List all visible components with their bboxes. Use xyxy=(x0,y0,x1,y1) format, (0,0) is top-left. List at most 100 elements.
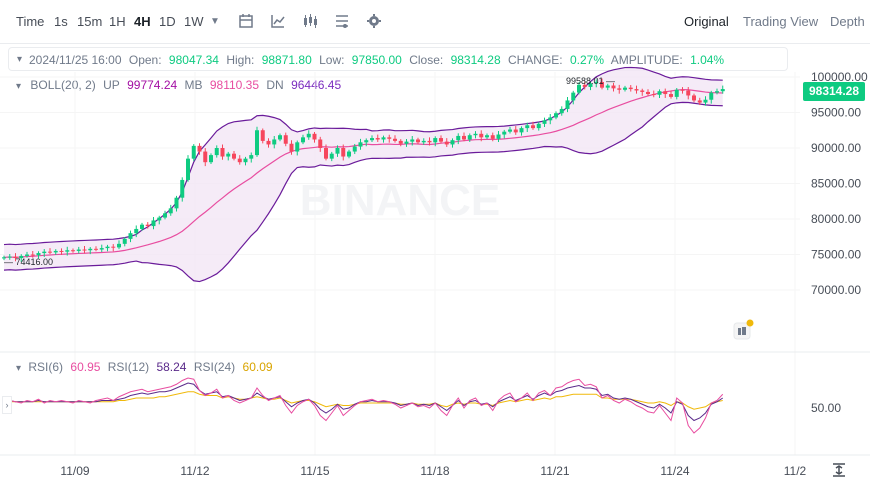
candle-body xyxy=(444,141,449,145)
candle-body xyxy=(220,148,225,157)
candle-body xyxy=(82,249,87,251)
candle-body xyxy=(657,91,662,95)
x-tick-label: 11/21 xyxy=(540,464,569,478)
candle-body xyxy=(260,130,265,141)
candle-body xyxy=(490,135,495,139)
rsi-collapse-icon[interactable]: ▾ xyxy=(16,363,22,374)
candle-body xyxy=(209,155,213,163)
candle-body xyxy=(341,148,346,157)
candle-body xyxy=(76,249,81,251)
rsi-legend: ▾ RSI(6) 60.95 RSI(12) 58.24 RSI(24) 60.… xyxy=(16,360,277,374)
interval-1h[interactable]: 1H xyxy=(109,14,126,29)
collapse-icon[interactable]: ▾ xyxy=(17,54,23,65)
candle-body xyxy=(111,246,116,248)
interval-15m[interactable]: 15m xyxy=(77,14,103,29)
indicator-icon[interactable] xyxy=(270,13,286,29)
candle-body xyxy=(709,92,714,100)
candle-body xyxy=(502,131,507,135)
watermark-text: BINANCE xyxy=(300,176,500,225)
candle-body xyxy=(140,224,144,229)
view-depth[interactable]: Depth xyxy=(830,14,865,29)
rsi6-value: 60.95 xyxy=(70,360,101,374)
candle-body xyxy=(485,135,489,138)
candle-body xyxy=(203,151,208,163)
candle-body xyxy=(508,129,512,132)
scroll-left-handle[interactable]: › xyxy=(2,396,12,414)
candle-body xyxy=(249,155,254,159)
interval-dropdown-icon[interactable]: ▼ xyxy=(210,16,220,27)
candle-body xyxy=(157,217,162,221)
candle-body xyxy=(571,92,576,101)
candle-type-icon[interactable] xyxy=(302,13,318,29)
change-value: 0.27% xyxy=(570,53,605,67)
candle-body xyxy=(594,81,599,84)
candle-body xyxy=(715,91,719,93)
candle-body xyxy=(496,134,501,139)
amplitude-label: AMPLITUDE: xyxy=(610,53,683,67)
candle-body xyxy=(640,90,645,92)
close-value: 98314.28 xyxy=(450,53,501,67)
boll-lower-line xyxy=(3,101,723,283)
candle-body xyxy=(71,250,75,252)
candle-body xyxy=(410,139,415,142)
boll-up-label: UP xyxy=(103,78,120,92)
candle-body xyxy=(186,158,190,180)
calendar-icon[interactable] xyxy=(238,13,254,29)
candle-body xyxy=(347,151,351,157)
candle-body xyxy=(306,133,311,138)
boll-mb-value: 98110.35 xyxy=(209,78,260,92)
candle-body xyxy=(617,88,622,90)
interval-4h[interactable]: 4H xyxy=(134,14,151,29)
candle-body xyxy=(48,251,52,253)
interval-1s[interactable]: 1s xyxy=(54,14,68,29)
layout-icon[interactable] xyxy=(334,13,350,29)
candle-body xyxy=(554,113,558,118)
candle-body xyxy=(65,250,70,252)
x-tick-label: 11/15 xyxy=(300,464,329,478)
reset-scale-icon[interactable] xyxy=(831,462,847,478)
candle-body xyxy=(266,140,271,145)
candle-body xyxy=(151,220,156,227)
y-tick-label: 75000.00 xyxy=(811,248,861,262)
candle-body xyxy=(255,130,259,156)
view-trading-view[interactable]: Trading View xyxy=(743,14,819,29)
candle-body xyxy=(312,133,317,140)
boll-dn-label: DN xyxy=(266,78,284,92)
candle-body xyxy=(134,228,139,234)
candle-body xyxy=(686,90,691,96)
settings-icon[interactable] xyxy=(366,13,382,29)
candle-body xyxy=(588,83,593,87)
candle-body xyxy=(272,139,277,145)
candle-body xyxy=(611,85,616,89)
candle-body xyxy=(674,89,679,97)
candle-body xyxy=(513,129,518,133)
candle-body xyxy=(122,238,127,244)
rsi12-value: 58.24 xyxy=(156,360,187,374)
chart-toolbar: Time 1s 15m 1H 4H 1D 1W ▼ Original Tradi… xyxy=(0,0,870,44)
boll-name[interactable]: BOLL(20, 2) xyxy=(30,78,96,92)
candle-body xyxy=(450,140,455,145)
candle-body xyxy=(646,91,650,95)
interval-1w[interactable]: 1W xyxy=(184,14,204,29)
rsi24-label: RSI(24) xyxy=(193,360,236,374)
boll-band-fill xyxy=(4,67,723,282)
time-label[interactable]: Time xyxy=(16,14,45,29)
candle-body xyxy=(53,250,58,253)
open-label: Open: xyxy=(128,53,162,67)
interval-1d[interactable]: 1D xyxy=(159,14,176,29)
boll-up-value: 99774.24 xyxy=(127,78,178,92)
candle-body xyxy=(720,89,725,92)
rsi12-label: RSI(12) xyxy=(107,360,150,374)
candle-body xyxy=(456,135,461,141)
candle-body xyxy=(479,133,484,138)
candle-body xyxy=(605,85,610,88)
view-original[interactable]: Original xyxy=(684,14,729,29)
candle-body xyxy=(364,140,369,143)
candle-body xyxy=(565,100,570,109)
candle-body xyxy=(301,137,305,143)
current-price-tag: 98314.28 xyxy=(803,82,865,101)
candle-body xyxy=(94,248,98,250)
orders-icon[interactable] xyxy=(731,319,755,343)
boll-collapse-icon[interactable]: ▾ xyxy=(16,81,22,92)
